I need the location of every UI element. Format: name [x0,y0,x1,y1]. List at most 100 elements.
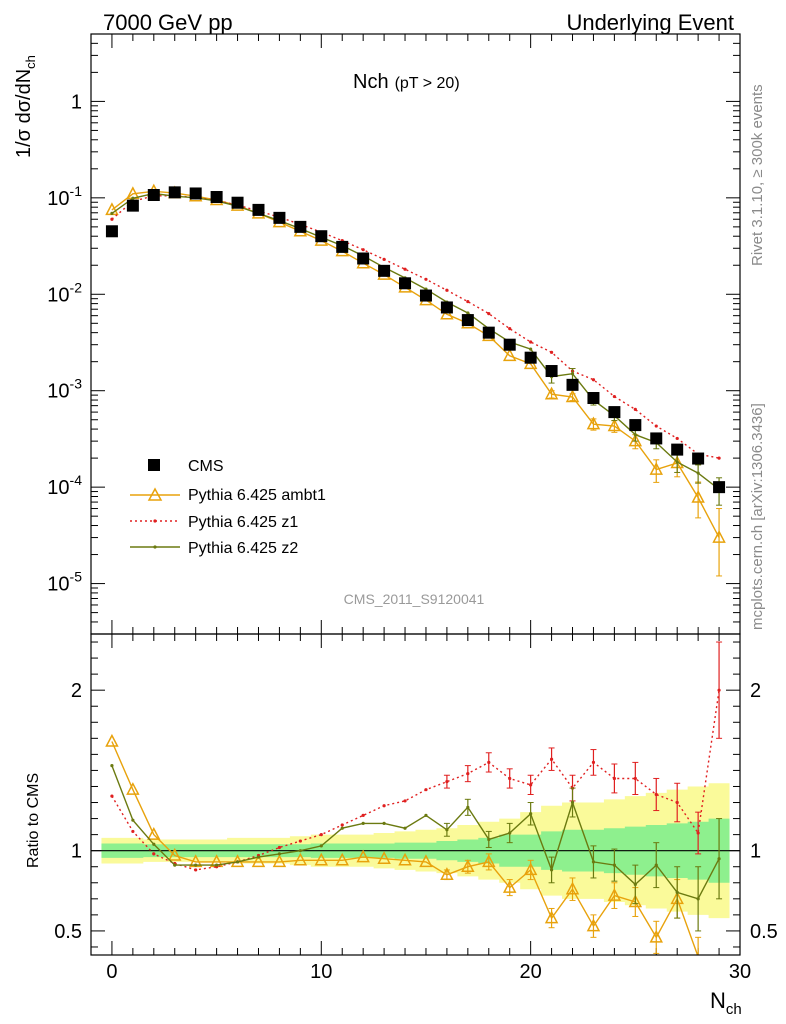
main-cms-point [126,199,139,212]
ratio-ambt1-point [502,879,517,893]
main-cms-point [252,203,265,216]
ratio-z2-point [424,813,428,817]
plot-title-main: Nch [353,71,389,93]
ratio-ambt1-point [461,859,475,872]
main-z2-point [466,311,470,315]
ratio-ambt1-point [565,881,580,895]
main-ylabel-sub: ch [23,55,38,69]
ratio-z2-point [194,863,198,867]
main-cms-point [671,443,684,456]
main-cms-point [294,220,307,233]
ratio-z2-point [277,852,282,856]
ratio-ambt1-point [419,854,433,868]
legend-z1-marker [153,519,157,523]
main-series-line [111,192,720,490]
ratio-ambt1-point [314,852,329,866]
x-axis-label-sub: ch [726,1001,742,1018]
x-tick-label: 10 [310,961,332,983]
y-tick-label: 10-3 [47,376,82,403]
main-z2-point [570,372,575,376]
ratio-ambt1-point [586,918,601,932]
ratio-ambt1-point [356,849,370,863]
main-cms-point [419,289,432,302]
ratio-z2-point [235,860,240,864]
main-z1-point [717,456,721,460]
main-ylabel: 1/σ dσ/dNch [13,55,38,158]
ratio-z1-point [131,829,135,834]
plot-title: Nch (pT > 20) [353,71,460,93]
ratio-z2-point [570,800,575,805]
main-z1-point [110,217,114,221]
header-right: Underlying Event [566,10,734,35]
main-cms-point [524,351,537,364]
ratio-z2-point [256,855,261,859]
legend-z2-marker [153,545,157,549]
ratio-ambt1-point [377,851,391,864]
ratio-z2-point [340,826,344,830]
ratio-ambt1-point [293,852,308,866]
ratio-y-tick-label-left: 1 [71,841,82,863]
main-cms-point [650,432,663,445]
main-z2-point [633,433,637,437]
ratio-y-tick-label-left: 0.5 [54,921,82,943]
main-z1-point [487,312,491,316]
ratio-ambt1-point [628,894,643,908]
ratio-ambt1-point [272,854,287,868]
ratio-frame [90,633,741,956]
main-z1-point [466,299,470,304]
ratio-y-tick-label-right: 2 [750,680,761,702]
legend: CMS Pythia 6.425 ambt1 Pythia 6.425 z1 P… [130,458,326,557]
ratio-z2-point [508,831,512,835]
ratio-z2-point [131,818,135,822]
main-ambt1-point [607,418,622,432]
ratio-z1-point [717,688,721,692]
ratio-ambt1-point [335,852,349,866]
main-ambt1-point [712,529,726,543]
main-ambt1-point [565,389,580,403]
main-z2-point [131,196,135,200]
ratio-z2-point [675,890,679,895]
y-tick-label: 10-5 [47,569,82,596]
main-z1-point [654,424,658,428]
legend-item-ambt1: Pythia 6.425 ambt1 [130,487,326,504]
x-tick-label: 30 [729,961,751,983]
legend-z1-label: Pythia 6.425 z1 [188,514,298,531]
ratio-z2-point [152,842,156,846]
main-cms-point [336,240,349,253]
y-tick-label: 10-4 [47,472,82,499]
ratio-z2-point [110,764,114,768]
main-z2-point [675,460,679,464]
y-tick-label: 10-2 [47,279,82,306]
main-cms-point [357,252,370,265]
legend-item-cms: CMS [148,458,224,475]
main-cms-point [440,301,453,314]
main-z1-point [403,267,407,271]
main-ambt1-point [649,461,663,475]
legend-item-z1: Pythia 6.425 z1 [130,514,298,531]
main-cms-point [566,378,579,391]
main-ambt1-point [440,306,454,320]
main-cms-point [399,277,412,290]
ratio-z2-point [549,868,554,872]
main-cms-point [608,406,621,419]
main-ambt1-point [691,489,705,503]
ratio-z1-point [508,776,512,781]
main-z1-point [591,378,596,382]
ratio-y-tick-label-left: 2 [71,680,82,702]
main-cms-point [629,419,642,432]
ratio-series-line [111,765,720,900]
main-cms-point [545,365,558,378]
ratio-ylabel: Ratio to CMS [25,773,42,868]
ratio-ambt1-point [482,854,496,868]
legend-cms-marker [148,459,160,471]
main-cms-point [315,230,328,243]
main-cms-point [482,326,495,339]
ratio-ambt1-point [649,929,663,943]
ratio-z1-point [340,823,344,827]
main-cms-point [461,314,474,327]
analysis-watermark: CMS_2011_S9120041 [344,591,485,607]
main-z1-point [612,394,616,399]
ratio-z1-point [612,776,616,781]
ratio-z2-point [654,863,658,867]
main-cms-point [503,338,516,351]
